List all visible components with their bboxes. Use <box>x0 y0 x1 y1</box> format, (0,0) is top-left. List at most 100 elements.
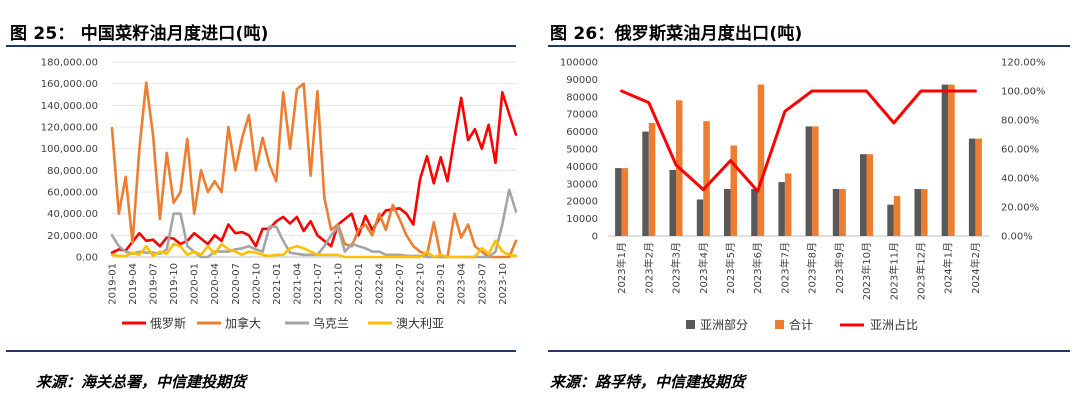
x-tick-label: 2020-01 <box>190 263 201 305</box>
legend-label: 亚洲占比 <box>870 317 918 332</box>
x-tick-label: 2023年5月 <box>724 242 737 294</box>
bar-total_bar <box>893 196 901 236</box>
y-tick-label: 0.00 <box>76 253 98 264</box>
x-tick-label: 2024年1月 <box>942 242 955 294</box>
legend-label: 加拿大 <box>225 316 261 331</box>
x-tick-label: 2021-07 <box>313 263 324 305</box>
bar-total_bar <box>839 189 846 236</box>
y-tick-label: 180,000.00 <box>41 58 98 69</box>
x-tick-label: 2023年11月 <box>887 242 900 300</box>
x-tick-label: 2022-01 <box>354 263 365 305</box>
x-tick-label: 2020-10 <box>251 263 262 305</box>
y-tick-label: 70000 <box>566 110 598 121</box>
y-tick-label: 160,000.00 <box>41 79 98 90</box>
x-tick-label: 2023年12月 <box>914 242 927 300</box>
y-tick-label: 140,000.00 <box>41 101 98 112</box>
right-chart-source: 来源：路孚特，中信建投期货 <box>550 373 746 391</box>
y-tick-label: 60,000.00 <box>47 188 98 199</box>
y-tick-label: 0 <box>592 232 598 243</box>
legend-label: 俄罗斯 <box>150 317 186 331</box>
x-tick-label: 2023-01 <box>436 263 447 305</box>
bar-total_bar <box>621 168 629 236</box>
y-tick-label: 20,000.00 <box>47 231 98 242</box>
y-tick-label: 50000 <box>566 145 598 156</box>
left-source-rule <box>6 350 516 352</box>
bar-total_bar <box>757 84 765 236</box>
bar-total_bar <box>648 122 656 236</box>
x-tick-label: 2023年8月 <box>806 242 819 294</box>
left-title-rule <box>6 45 516 47</box>
x-tick-label: 2021-10 <box>333 263 344 305</box>
bar-asia_bar <box>642 131 649 236</box>
bar-asia_bar <box>832 189 840 236</box>
x-tick-label: 2023年7月 <box>778 242 791 294</box>
y2-tick-label: 40.00% <box>1001 174 1039 185</box>
x-tick-label: 2021-01 <box>272 263 283 305</box>
x-tick-label: 2019-07 <box>149 263 160 305</box>
bar-total_bar <box>921 189 928 236</box>
y-tick-label: 90000 <box>566 75 598 86</box>
y-tick-label: 30000 <box>566 179 598 190</box>
bar-asia_bar <box>778 182 785 236</box>
bar-total_bar <box>784 173 792 236</box>
x-tick-label: 2023年9月 <box>833 242 846 294</box>
legend-swatch-asia-bar <box>686 320 695 329</box>
series-line-canada <box>110 81 518 259</box>
x-tick-label: 2021-04 <box>292 263 303 305</box>
right-chart-title: 图 26：俄罗斯菜油月度出口(吨) <box>550 24 803 44</box>
left-chart-title: 图 25： 中国菜籽油月度进口(吨) <box>10 24 269 44</box>
legend-label: 澳大利亚 <box>396 317 444 331</box>
bar-asia_bar <box>805 126 813 236</box>
y2-tick-label: 80.00% <box>1001 116 1039 127</box>
bar-asia_bar <box>941 84 949 236</box>
x-tick-label: 2023年3月 <box>670 242 683 294</box>
y-tick-label: 60000 <box>566 127 598 138</box>
bar-asia_bar <box>724 189 731 236</box>
right-title-rule <box>548 45 1070 47</box>
bar-asia_bar <box>860 154 867 236</box>
y-tick-label: 40,000.00 <box>47 209 98 220</box>
y2-tick-label: 20.00% <box>1001 203 1039 214</box>
left-chart-panel: 图 25： 中国菜籽油月度进口(吨) 0.00 20,000.00 40,000.0… <box>6 24 518 391</box>
bar-total_bar <box>703 121 710 236</box>
legend-label: 乌克兰 <box>313 316 349 331</box>
bar-asia_bar <box>968 138 976 236</box>
y2-tick-label: 60.00% <box>1001 145 1039 156</box>
y-tick-label: 40000 <box>566 162 598 173</box>
x-tick-label: 2022-10 <box>416 263 427 305</box>
y-tick-label: 120,000.00 <box>41 123 98 134</box>
x-tick-label: 2024年2月 <box>969 242 982 294</box>
x-tick-label: 2023年1月 <box>615 242 628 294</box>
x-tick-label: 2023-07 <box>477 263 488 305</box>
series-line-russia <box>110 91 518 254</box>
x-tick-label: 2019-04 <box>128 263 139 305</box>
x-tick-label: 2020-04 <box>210 263 221 305</box>
bar-total_bar <box>975 138 982 236</box>
x-tick-label: 2019-10 <box>169 263 180 305</box>
y-tick-label: 10000 <box>566 214 598 225</box>
x-tick-label: 2023年6月 <box>751 242 764 294</box>
bar-total_bar <box>812 126 819 236</box>
bar-asia_bar <box>669 169 676 236</box>
legend-label: 合计 <box>789 317 813 332</box>
x-tick-label: 2023年10月 <box>860 242 873 300</box>
y2-tick-label: 120.00% <box>1001 58 1046 69</box>
bar-asia_bar <box>887 204 894 236</box>
bar-asia_bar <box>615 168 622 236</box>
x-tick-label: 2022-07 <box>395 263 406 305</box>
series-line-australia <box>110 239 518 259</box>
x-tick-label: 2023年2月 <box>642 242 655 294</box>
bar-asia_bar <box>751 189 758 236</box>
y-tick-label: 100,000.00 <box>41 144 98 155</box>
right-source-rule <box>548 350 1070 352</box>
x-tick-label: 2023-04 <box>457 263 468 305</box>
x-tick-label: 2023年4月 <box>697 242 710 294</box>
bar-total_bar <box>948 84 955 236</box>
russia-canada-ukraine-australia-import-chart: 0.00 20,000.00 40,000.00 60,000.00 80,000.00… <box>41 58 518 331</box>
y2-tick-label: 0.00% <box>1001 232 1033 243</box>
y2-tick-label: 100.00% <box>1001 87 1046 98</box>
left-chart-source: 来源：海关总署，中信建投期货 <box>36 373 247 391</box>
legend-label: 亚洲部分 <box>700 317 748 332</box>
russia-rapeseed-oil-export-chart: 0 10000 20000 30000 40000 50000 60000 70000 8000… <box>560 58 1046 333</box>
y-tick-label: 100000 <box>560 58 598 69</box>
